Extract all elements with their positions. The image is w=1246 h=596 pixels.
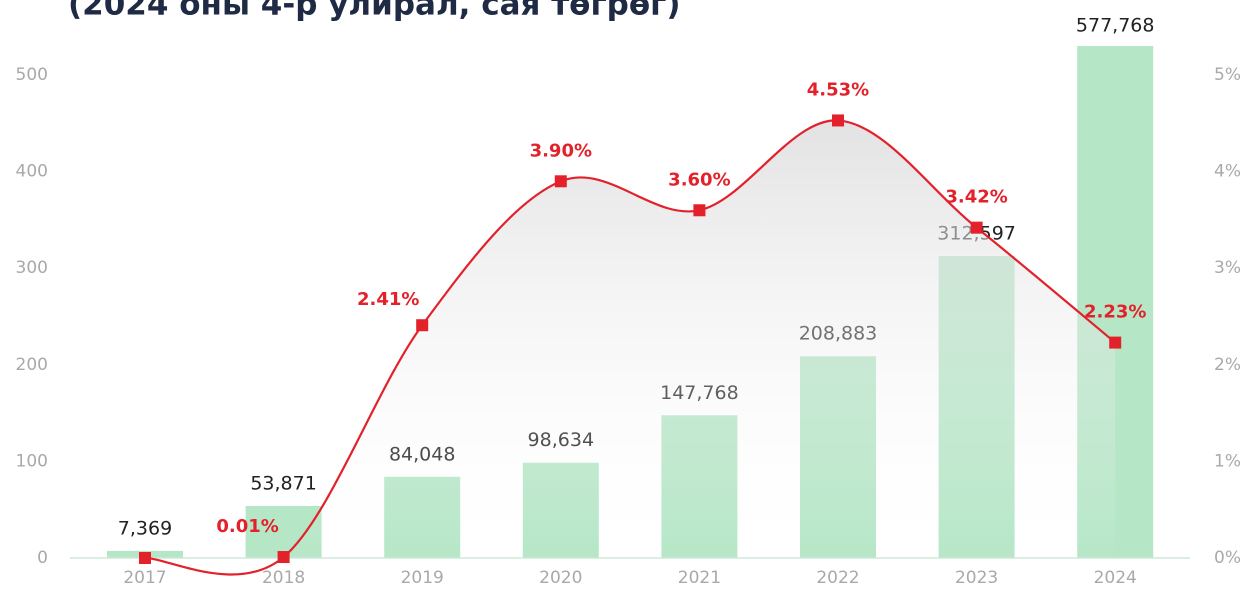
line-point: [277, 551, 290, 564]
y-tick-label: 100: [16, 451, 48, 471]
line-label: 4.53%: [807, 79, 869, 100]
line-label: 2.41%: [357, 289, 419, 310]
bar-label: 577,768: [1076, 15, 1155, 37]
line: [144, 119, 1116, 576]
line-area: [145, 120, 1116, 575]
x-tick-label: 2024: [1094, 568, 1137, 588]
line-label: 0.01%: [216, 516, 278, 537]
line-point: [1109, 336, 1122, 349]
line-label: 3.90%: [530, 140, 592, 161]
line-label: 3.42%: [945, 187, 1007, 208]
line-label: 2.23%: [1084, 302, 1146, 323]
y-tick-label: 300: [16, 258, 48, 278]
y-tick-label: 200: [16, 355, 48, 375]
y2-tick-label: 2%: [1214, 355, 1241, 375]
x-tick-label: 2021: [678, 568, 721, 588]
x-tick-label: 2022: [816, 568, 859, 588]
x-tick-label: 2020: [539, 568, 582, 588]
x-tick-label: 2017: [123, 568, 166, 588]
line-point: [693, 204, 706, 217]
line-point: [554, 175, 567, 188]
x-tick-label: 2018: [262, 568, 305, 588]
bar-label: 53,871: [250, 472, 316, 494]
line-label: 3.60%: [668, 169, 730, 190]
y-tick-label: 0: [37, 548, 48, 568]
y2-tick-label: 4%: [1214, 162, 1241, 182]
x-tick-label: 2023: [955, 568, 998, 588]
y-tick-label: 400: [16, 162, 48, 182]
y2-tick-label: 0%: [1214, 548, 1241, 568]
y2-tick-label: 5%: [1214, 65, 1241, 85]
chart-title: (2024 оны 4-р улирал, сая төгрөг): [68, 0, 681, 23]
x-tick-label: 2019: [401, 568, 444, 588]
line-point: [139, 552, 151, 564]
line-point: [832, 114, 844, 127]
y-tick-label: 500: [16, 65, 48, 85]
y2-tick-label: 3%: [1214, 258, 1241, 278]
line-point: [416, 319, 429, 332]
bar-label: 7,369: [118, 517, 172, 539]
line-point: [970, 221, 983, 234]
y2-tick-label: 1%: [1214, 451, 1241, 471]
